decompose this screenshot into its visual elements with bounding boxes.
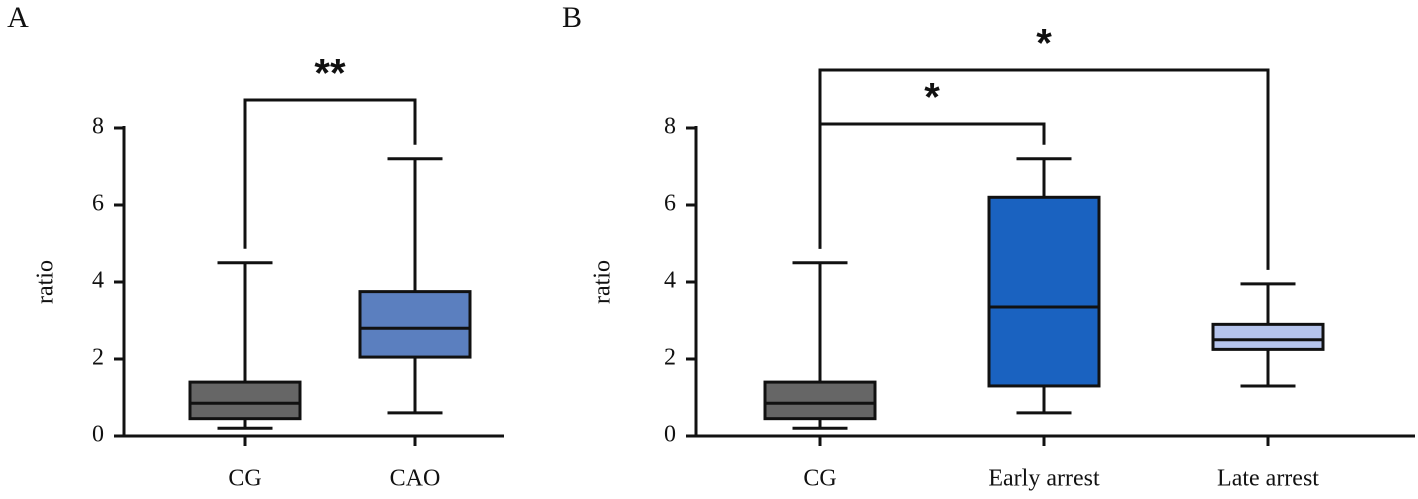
box <box>763 380 877 421</box>
y-tick-label: 4 <box>664 268 676 294</box>
y-tick-label: 6 <box>664 191 676 217</box>
significance-label: * <box>1036 22 1052 66</box>
y-tick-label: 0 <box>664 422 676 448</box>
box <box>1211 322 1325 351</box>
y-tick-label: 2 <box>664 345 676 371</box>
y-tick-label: 6 <box>92 191 104 217</box>
y-tick-label: 4 <box>92 268 104 294</box>
x-tick-label: Early arrest <box>988 466 1100 492</box>
y-axis-label: ratio <box>33 260 59 304</box>
box <box>358 290 472 359</box>
box <box>188 380 302 421</box>
significance-label: * <box>924 76 940 120</box>
box <box>987 195 1101 388</box>
y-tick-label: 0 <box>92 422 104 448</box>
y-tick-label: 2 <box>92 345 104 371</box>
x-tick-label: Late arrest <box>1217 466 1319 492</box>
significance-label: ** <box>314 52 346 96</box>
y-axis-label: ratio <box>590 260 616 304</box>
x-tick-label: CAO <box>390 466 441 492</box>
significance-bracket <box>818 68 1270 270</box>
x-tick-label: CG <box>228 466 261 492</box>
y-tick-label: 8 <box>92 114 104 140</box>
y-tick-label: 8 <box>664 114 676 140</box>
panel-label: A <box>7 1 29 34</box>
panel-label: B <box>562 1 582 34</box>
significance-bracket <box>243 98 417 249</box>
x-tick-label: CG <box>803 466 836 492</box>
